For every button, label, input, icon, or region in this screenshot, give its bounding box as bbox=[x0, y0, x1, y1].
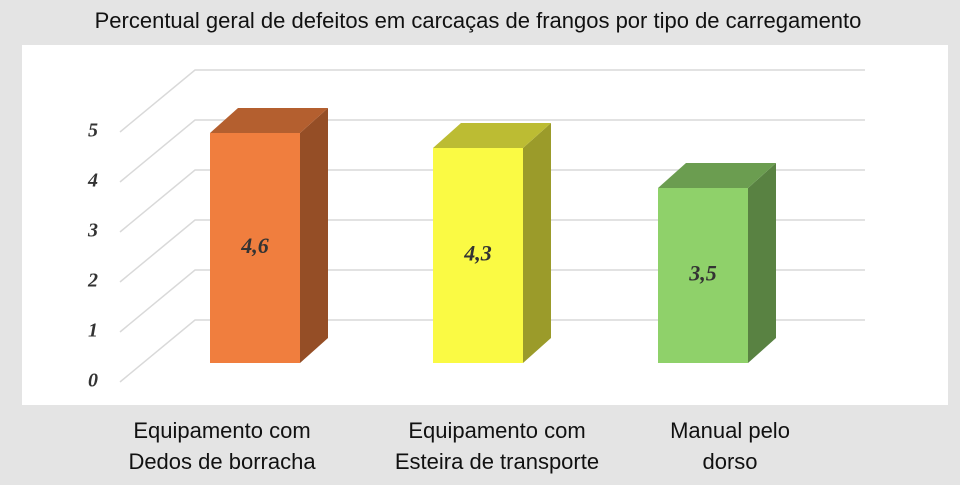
data-label: 4,6 bbox=[240, 233, 269, 258]
bar-front bbox=[433, 148, 523, 363]
y-tick-label: 5 bbox=[88, 120, 98, 142]
grid-line bbox=[119, 69, 865, 133]
data-label: 4,3 bbox=[463, 241, 492, 266]
chart-title: Percentual geral de defeitos em carcaças… bbox=[95, 8, 862, 33]
bar-top bbox=[433, 123, 551, 148]
y-tick-label: 2 bbox=[87, 270, 98, 292]
y-tick-label: 0 bbox=[88, 370, 98, 392]
grid-line bbox=[119, 269, 865, 333]
bar-side bbox=[300, 108, 328, 363]
bar-top bbox=[658, 163, 776, 188]
x-tick-label: Equipamento com bbox=[133, 418, 310, 443]
grid-line bbox=[119, 219, 865, 283]
x-tick-label: Dedos de borracha bbox=[128, 449, 316, 474]
y-tick-label: 4 bbox=[87, 170, 98, 192]
bar bbox=[210, 108, 328, 363]
y-tick-label: 1 bbox=[88, 320, 98, 342]
data-label: 3,5 bbox=[688, 261, 717, 286]
bar-side bbox=[748, 163, 776, 363]
y-tick-label: 3 bbox=[87, 220, 98, 242]
bar bbox=[658, 163, 776, 363]
bar-front bbox=[210, 133, 300, 363]
x-tick-label: Equipamento com bbox=[408, 418, 585, 443]
bar-front bbox=[658, 188, 748, 363]
grid-line bbox=[119, 169, 865, 233]
x-tick-label: Manual pelo bbox=[670, 418, 790, 443]
grid-line bbox=[119, 319, 865, 383]
x-tick-label: dorso bbox=[702, 449, 757, 474]
bar-side bbox=[523, 123, 551, 363]
bar-top bbox=[210, 108, 328, 133]
bar bbox=[433, 123, 551, 363]
grid-line bbox=[119, 119, 865, 183]
x-tick-label: Esteira de transporte bbox=[395, 449, 599, 474]
